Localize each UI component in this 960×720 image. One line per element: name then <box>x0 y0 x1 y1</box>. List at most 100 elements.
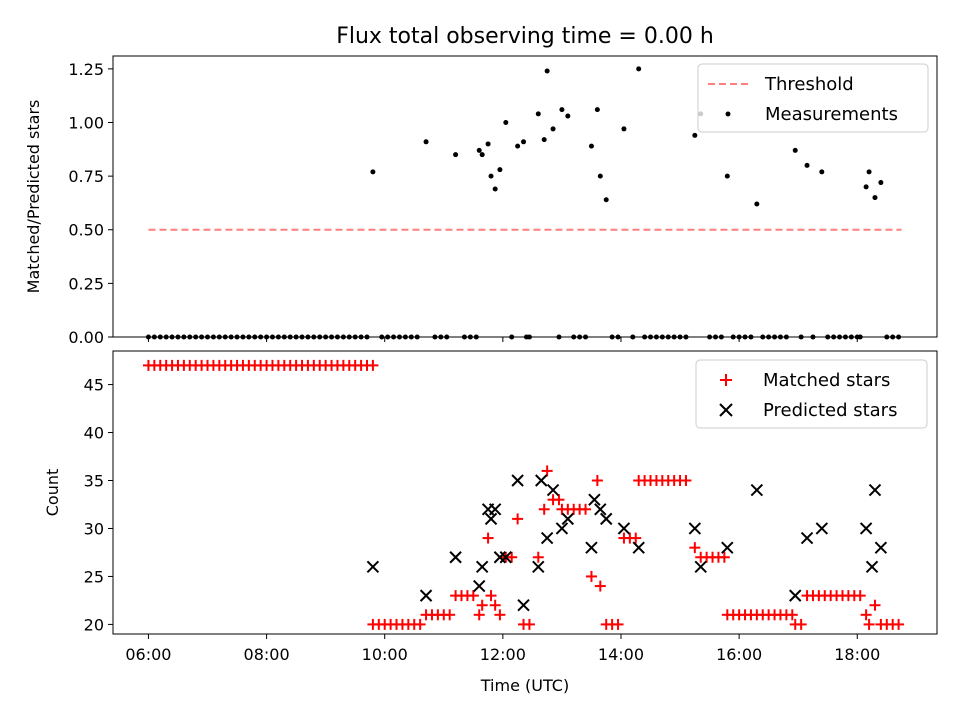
measurement-point-zero <box>671 334 677 340</box>
measurement-point-zero <box>712 334 718 340</box>
predicted-star-point <box>688 522 702 535</box>
predicted-star-point <box>800 531 814 545</box>
measurement-point-zero <box>163 334 169 340</box>
matched-star-point <box>494 609 506 621</box>
matched-star-point <box>506 551 518 563</box>
matched-star-point <box>594 580 606 592</box>
measurement-point-zero <box>193 334 199 340</box>
measurement-point-zero <box>234 334 240 340</box>
measurement-point-zero <box>323 334 329 340</box>
measurement-point-zero <box>718 334 724 340</box>
measurement-point-zero <box>246 334 252 340</box>
matched-star-point <box>795 618 807 630</box>
measurement-point-zero <box>683 334 689 340</box>
measurement-point <box>541 137 547 143</box>
predicted-star-point <box>789 589 802 602</box>
bottom-y-tick-label: 35 <box>84 472 104 491</box>
matched-legend-swatch <box>720 374 732 386</box>
predicted-star-point <box>868 483 882 497</box>
measurement-point-zero <box>659 334 665 340</box>
top-legend-box <box>697 63 929 133</box>
predicted-star-point <box>449 551 462 564</box>
measurement-point-zero <box>175 334 181 340</box>
measurement-point-zero <box>281 334 287 340</box>
measurement-point-zero <box>825 334 831 340</box>
matched-star-point <box>630 532 642 544</box>
measurement-point-zero <box>884 334 890 340</box>
measurement-point-zero <box>760 334 766 340</box>
top-plot-area <box>112 55 938 340</box>
bottom-y-tick-label: 40 <box>84 424 104 443</box>
top-legend: Threshold Measurements <box>697 63 929 133</box>
measurement-point-zero <box>299 334 305 340</box>
matched-star-point <box>467 590 479 602</box>
measurement-point-zero <box>275 334 281 340</box>
measurement-point <box>724 173 730 179</box>
measurement-point <box>479 152 485 158</box>
measurement-point-zero <box>890 334 896 340</box>
top-y-axis-label: Matched/Predicted stars <box>24 100 43 294</box>
matched-star-point <box>893 618 905 630</box>
predicted-star-point <box>694 560 707 574</box>
bottom-y-tick-label: 20 <box>84 615 104 634</box>
measurement-point-zero <box>526 334 532 340</box>
measurement-point-zero <box>583 334 589 340</box>
measurement-point <box>872 195 878 201</box>
top-y-tick-label: 1.00 <box>68 113 104 132</box>
matched-star-point <box>869 599 881 611</box>
measurement-point-zero <box>665 334 671 340</box>
measurement-point-zero <box>187 334 193 340</box>
measurement-point-zero <box>396 334 402 340</box>
bottom-y-axis-label: Count <box>43 469 62 517</box>
measurement-point-zero <box>857 334 863 340</box>
bottom-y-tick-label: 45 <box>84 376 104 395</box>
measurement-point-zero <box>556 334 562 340</box>
predicted-star-point <box>488 503 502 516</box>
measurement-point-zero <box>334 334 340 340</box>
measurement-point-zero <box>444 334 450 340</box>
measurement-point-zero <box>730 334 736 340</box>
measurement-point-zero <box>311 334 317 340</box>
measurement-point <box>476 147 482 153</box>
measurement-point-zero <box>798 334 804 340</box>
predicted-star-point <box>561 512 575 526</box>
measurement-point-zero <box>432 334 438 340</box>
bottom-y-tick-label: 25 <box>84 567 104 586</box>
matched-star-point <box>591 475 603 487</box>
measurement-point-zero <box>577 334 583 340</box>
bottom-legend-box <box>695 359 928 429</box>
measurements-legend-swatch <box>725 111 731 117</box>
matched-legend-label: Matched stars <box>763 370 890 391</box>
measurement-point-zero <box>461 334 467 340</box>
top-y-tick-label: 1.25 <box>68 60 104 79</box>
measurement-point-zero <box>837 334 843 340</box>
measurement-point-zero <box>609 334 615 340</box>
top-y-tick-label: 0.50 <box>68 221 104 240</box>
predicted-star-point <box>874 541 888 554</box>
bottom-x-axis-label: Time (UTC) <box>480 676 569 695</box>
measurement-point-zero <box>408 334 414 340</box>
predicted-star-point <box>600 512 613 526</box>
measurement-point-zero <box>216 334 222 340</box>
measurement-point <box>594 107 600 113</box>
measurement-point-zero <box>648 334 654 340</box>
measurement-point-zero <box>896 334 902 340</box>
matched-star-point <box>553 494 565 506</box>
measurement-point-zero <box>358 334 364 340</box>
measurement-point-zero <box>228 334 234 340</box>
measurement-point <box>497 167 503 173</box>
bottom-x-tick-label: 16:00 <box>716 645 762 664</box>
matched-star-point <box>786 609 798 621</box>
matched-star-point <box>718 551 730 563</box>
bottom-legend: Matched stars Predicted stars <box>695 359 928 429</box>
matched-star-point <box>512 513 524 525</box>
matched-star-point <box>612 618 624 630</box>
measurement-point-zero <box>748 334 754 340</box>
bottom-axes-frame <box>112 350 938 635</box>
predicted-star-point <box>532 560 545 574</box>
measurement-point <box>492 186 498 192</box>
measurement-point <box>535 111 541 117</box>
bottom-y-tick-label: 30 <box>84 519 104 538</box>
predicted-star-point <box>632 541 645 554</box>
measurement-point-zero <box>848 334 854 340</box>
